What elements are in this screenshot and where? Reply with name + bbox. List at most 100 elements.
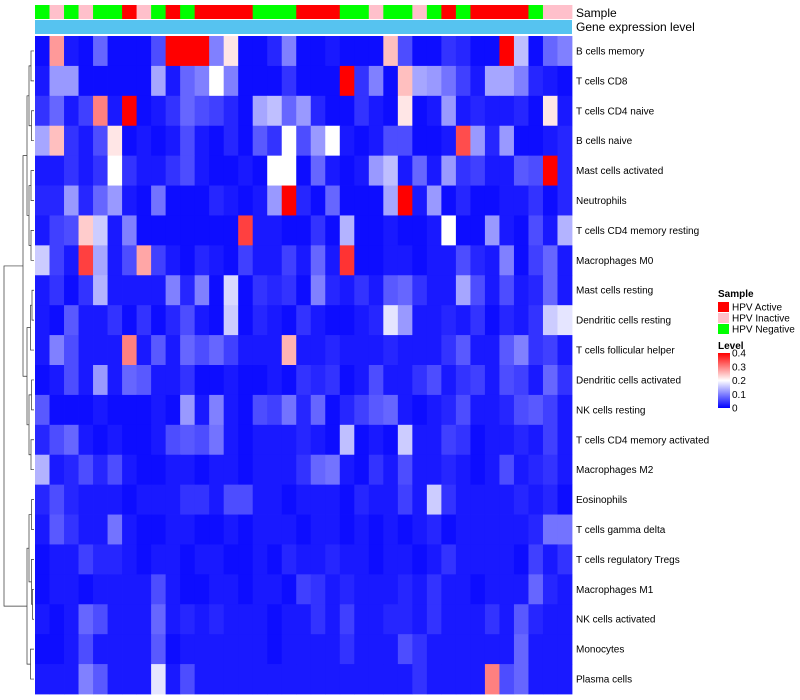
heatmap-cell (484, 215, 500, 246)
heatmap-cell (354, 424, 370, 456)
heatmap-cell (209, 185, 225, 216)
heatmap-cell (35, 335, 50, 366)
heatmap-cell (165, 65, 181, 97)
heatmap-cell (484, 664, 500, 695)
heatmap-cell (470, 484, 486, 515)
heatmap-cell (542, 604, 558, 635)
heatmap-cell (223, 514, 239, 545)
heatmap-cell (325, 634, 341, 665)
heatmap-cell (194, 514, 210, 545)
legend-level-title: Level (718, 341, 744, 352)
heatmap-cell (64, 305, 79, 336)
heatmap-cell (252, 514, 268, 545)
heatmap-cell (484, 424, 500, 456)
heatmap-cell (151, 604, 167, 635)
sample-annotation-label: Sample (576, 6, 617, 20)
heatmap-cell (499, 574, 515, 605)
heatmap-cell (499, 604, 515, 635)
heatmap-cell (426, 65, 442, 97)
heatmap-cell (281, 245, 297, 276)
heatmap-cell (484, 185, 500, 216)
heatmap-cell (484, 125, 500, 157)
column-annotation-bars (35, 5, 573, 34)
heatmap-cell (354, 574, 370, 605)
heatmap-cell (484, 305, 500, 336)
heatmap-cell (107, 394, 123, 426)
heatmap-cell (354, 215, 370, 246)
heatmap-cell (542, 634, 558, 665)
heatmap-cell (412, 155, 428, 186)
heatmap-cell (354, 365, 370, 396)
heatmap-cell (499, 544, 515, 575)
heatmap-cell (339, 335, 355, 366)
heatmap-cell (281, 424, 297, 456)
heatmap-cell (412, 394, 428, 426)
heatmap-cell (107, 484, 123, 515)
heatmap-cell (180, 394, 196, 426)
heatmap-cell (64, 604, 79, 635)
heatmap-cell (165, 574, 181, 605)
heatmap-cell (513, 574, 529, 605)
heatmap-cell (107, 155, 123, 186)
row-labels: B cells memory T cells CD8 T cells CD4 nai… (576, 46, 709, 685)
heatmap-cell (426, 365, 442, 396)
sample-annotation-cell (383, 5, 399, 19)
heatmap-cell (122, 634, 137, 665)
heatmap-cell (397, 394, 413, 426)
heatmap-cell (455, 245, 471, 276)
heatmap-cell (542, 185, 558, 216)
heatmap-cell (310, 365, 326, 396)
heatmap-cell (354, 245, 370, 276)
heatmap-cell (35, 514, 50, 545)
row-label: B cells memory (576, 46, 644, 57)
heatmap-cell (281, 454, 297, 486)
heatmap-cell (267, 245, 283, 276)
heatmap-cell (528, 245, 544, 276)
heatmap-cell (238, 275, 254, 306)
heatmap-cell (35, 604, 50, 635)
heatmap-cell (412, 275, 428, 306)
heatmap-cell (136, 365, 152, 396)
heatmap-cell (383, 335, 399, 366)
heatmap-cell (310, 394, 326, 426)
heatmap-cell (64, 544, 79, 575)
heatmap-cell (281, 514, 297, 545)
heatmap-cell (354, 65, 370, 97)
heatmap-cell (455, 604, 471, 635)
heatmap-cell (542, 574, 558, 605)
heatmap-cell (35, 125, 50, 157)
row-label: NK cells activated (576, 615, 655, 626)
heatmap-cell (528, 185, 544, 216)
heatmap-cell (441, 604, 457, 635)
heatmap-cell (78, 125, 94, 157)
heatmap-cell (151, 394, 167, 426)
heatmap-cell (325, 305, 341, 336)
heatmap-cell (325, 155, 341, 186)
heatmap-cell (542, 664, 558, 695)
heatmap-cell (238, 365, 254, 396)
heatmap-cell (49, 36, 65, 67)
heatmap-cell (528, 574, 544, 605)
heatmap-cell (180, 95, 196, 127)
heatmap-cell (180, 125, 196, 157)
sample-annotation-cell (470, 5, 486, 19)
heatmap-cell (542, 365, 558, 396)
heatmap-cell (238, 424, 254, 456)
heatmap-cell (209, 95, 225, 127)
heatmap-cell (194, 394, 210, 426)
heatmap-cell (107, 664, 123, 695)
heatmap-cell (528, 604, 544, 635)
heatmap-cell (151, 514, 167, 545)
row-label: Mast cells activated (576, 166, 663, 177)
heatmap-cell (252, 125, 268, 157)
heatmap-cell (64, 185, 79, 216)
legend-tick-label: 0.3 (732, 362, 746, 373)
heatmap-cell (180, 185, 196, 216)
heatmap-cell (499, 305, 515, 336)
heatmap-cell (470, 95, 486, 127)
heatmap-cell (64, 634, 79, 665)
heatmap-cell (426, 514, 442, 545)
heatmap-cell (122, 65, 137, 97)
heatmap-cell (513, 484, 529, 515)
row-label: Eosinophils (576, 495, 627, 506)
